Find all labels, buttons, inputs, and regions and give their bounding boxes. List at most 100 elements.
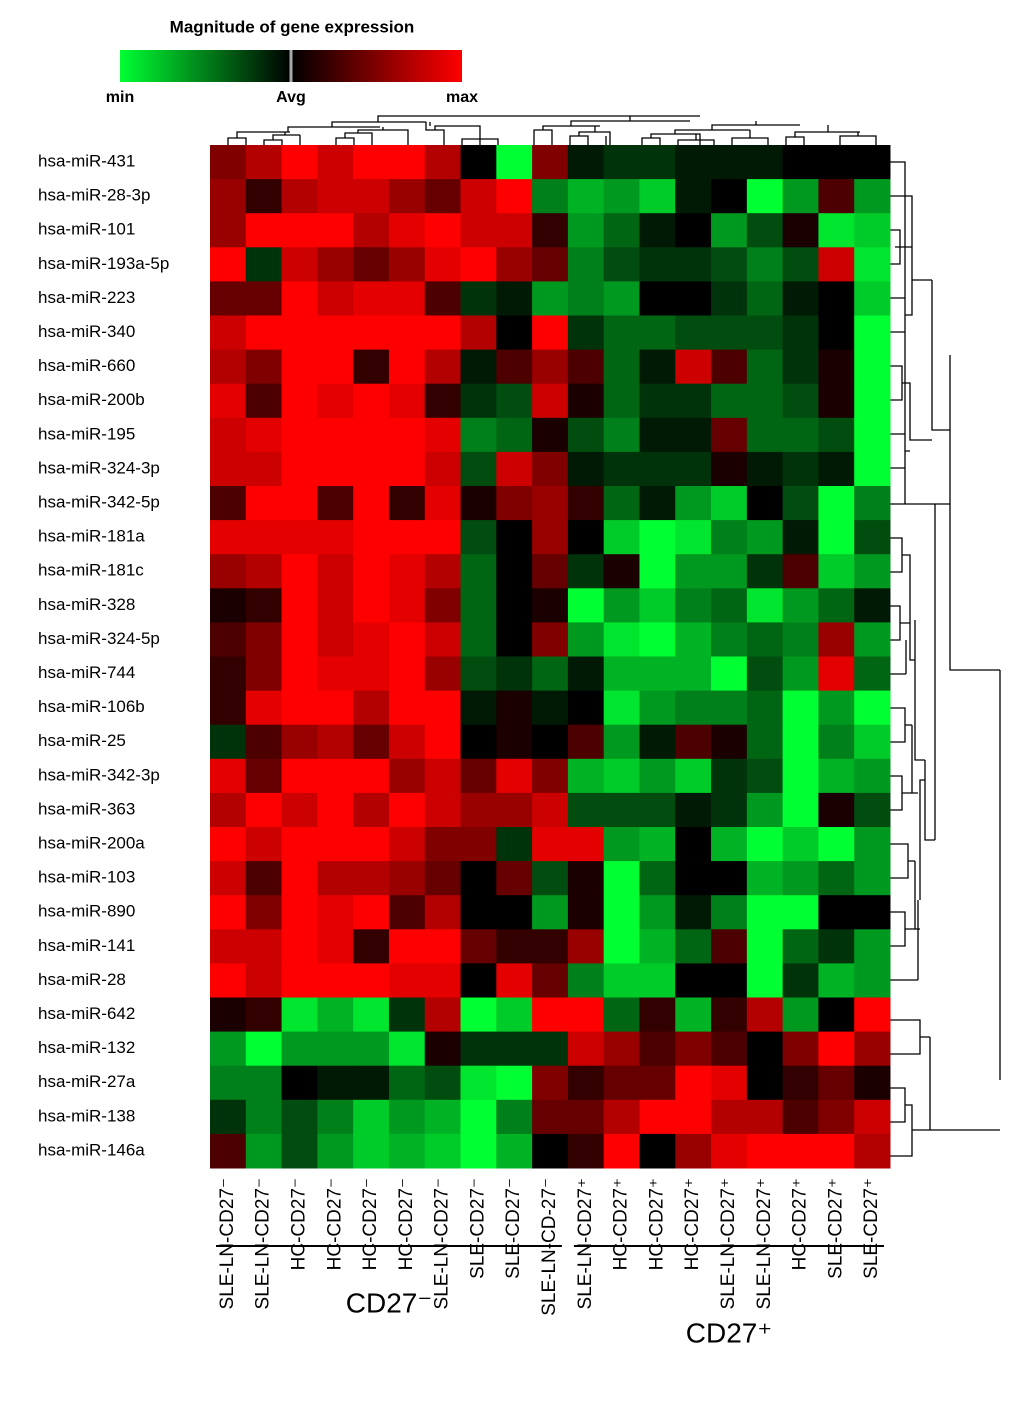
heatmap-cell: [818, 895, 855, 930]
heatmap-cell: [317, 349, 354, 385]
heatmap-cell: [782, 588, 819, 623]
heatmap-cell: [711, 315, 748, 351]
heatmap-cell: [603, 520, 640, 555]
heatmap-cell: [711, 690, 748, 726]
heatmap-cell: [388, 588, 426, 623]
heatmap-cell: [746, 451, 784, 487]
heatmap-cell: [281, 656, 318, 692]
heatmap-cell: [639, 520, 676, 555]
heatmap-cell: [746, 554, 784, 589]
column-label: HC-CD27⁻: [360, 1178, 381, 1270]
heatmap-cell: [567, 315, 605, 351]
heatmap-cell: [603, 929, 640, 964]
heatmap-cell: [639, 451, 676, 487]
heatmap-cell: [818, 929, 855, 964]
column-label: SLE-LN-CD27⁺: [718, 1178, 739, 1309]
heatmap-cell: [675, 895, 712, 930]
heatmap-cell: [532, 861, 569, 896]
heatmap-cell: [281, 997, 318, 1033]
heatmap-cell: [496, 554, 533, 589]
heatmap-cell: [711, 145, 748, 180]
heatmap-cell: [353, 1031, 390, 1067]
heatmap-cell: [818, 520, 855, 555]
heatmap-cell: [567, 929, 605, 964]
column-label: HC-CD27⁻: [288, 1178, 309, 1270]
heatmap-cell: [496, 383, 533, 419]
heatmap-cell: [388, 622, 426, 657]
heatmap-cell: [424, 724, 462, 760]
heatmap-cell: [245, 1031, 283, 1067]
row-label: hsa-miR-324-5p: [38, 629, 160, 648]
heatmap-cell: [532, 622, 569, 657]
heatmap-cell: [424, 758, 462, 794]
heatmap-cell: [353, 622, 390, 657]
heatmap-cell: [245, 383, 283, 419]
heatmap-cell: [675, 145, 712, 180]
heatmap-cell: [496, 724, 533, 760]
heatmap-cell: [210, 792, 247, 828]
colorbar-tick-label: min: [106, 89, 134, 106]
heatmap-cell: [210, 349, 247, 385]
heatmap-cell: [639, 963, 676, 998]
heatmap-cell: [317, 1099, 354, 1135]
heatmap-cell: [496, 281, 533, 316]
heatmap-cell: [603, 622, 640, 657]
heatmap-cell: [567, 758, 605, 794]
heatmap-cell: [460, 486, 497, 521]
group-label: CD27⁻: [346, 1287, 432, 1318]
heatmap-cell: [639, 656, 676, 692]
heatmap-cell: [496, 929, 533, 964]
heatmap-cell: [317, 486, 354, 521]
heatmap-cell: [782, 451, 819, 487]
heatmap-cell: [388, 145, 426, 180]
heatmap-cell: [210, 929, 247, 964]
heatmap-cell: [782, 417, 819, 453]
heatmap-cell: [317, 861, 354, 896]
heatmap-cell: [711, 1031, 748, 1067]
heatmap-cell: [567, 1133, 605, 1169]
heatmap-cell: [782, 997, 819, 1033]
heatmap-cell: [460, 1099, 497, 1135]
heatmap-cell: [245, 1065, 283, 1101]
heatmap-cell: [746, 622, 784, 657]
heatmap-cell: [711, 281, 748, 316]
heatmap-cell: [245, 997, 283, 1033]
row-label: hsa-miR-25: [38, 731, 126, 750]
heatmap-cell: [532, 520, 569, 555]
heatmap-cell: [675, 963, 712, 998]
heatmap-cell: [281, 724, 318, 760]
heatmap-cell: [711, 554, 748, 589]
heatmap-cell: [854, 929, 891, 964]
heatmap-cell: [639, 247, 676, 282]
heatmap-cell: [460, 963, 497, 998]
heatmap-cell: [675, 179, 712, 214]
heatmap-cell: [424, 383, 462, 419]
heatmap-cell: [675, 622, 712, 657]
heatmap-cell: [818, 1065, 855, 1101]
heatmap-cell: [424, 247, 462, 282]
heatmap-cell: [281, 247, 318, 282]
heatmap-cell: [818, 281, 855, 316]
heatmap-cell: [603, 486, 640, 521]
heatmap-cell: [639, 588, 676, 623]
heatmap-cell: [210, 417, 247, 453]
heatmap-cell: [532, 315, 569, 351]
heatmap-cell: [210, 213, 247, 248]
heatmap-cell: [746, 724, 784, 760]
heatmap-cell: [281, 213, 318, 248]
row-label: hsa-miR-181c: [38, 561, 144, 580]
heatmap-cell: [818, 758, 855, 794]
heatmap-cell: [711, 417, 748, 453]
heatmap-cell: [460, 383, 497, 419]
heatmap-cell: [746, 486, 784, 521]
heatmap-cell: [317, 588, 354, 623]
heatmap-cell: [639, 383, 676, 419]
heatmap-cell: [496, 451, 533, 487]
heatmap-cell: [711, 213, 748, 248]
heatmap-cell: [675, 315, 712, 351]
column-label: HC-CD27⁺: [682, 1178, 703, 1270]
column-label: SLE-LN-CD27⁻: [253, 1178, 274, 1309]
heatmap-cell: [424, 963, 462, 998]
heatmap-cell: [353, 486, 390, 521]
heatmap-cell: [424, 622, 462, 657]
